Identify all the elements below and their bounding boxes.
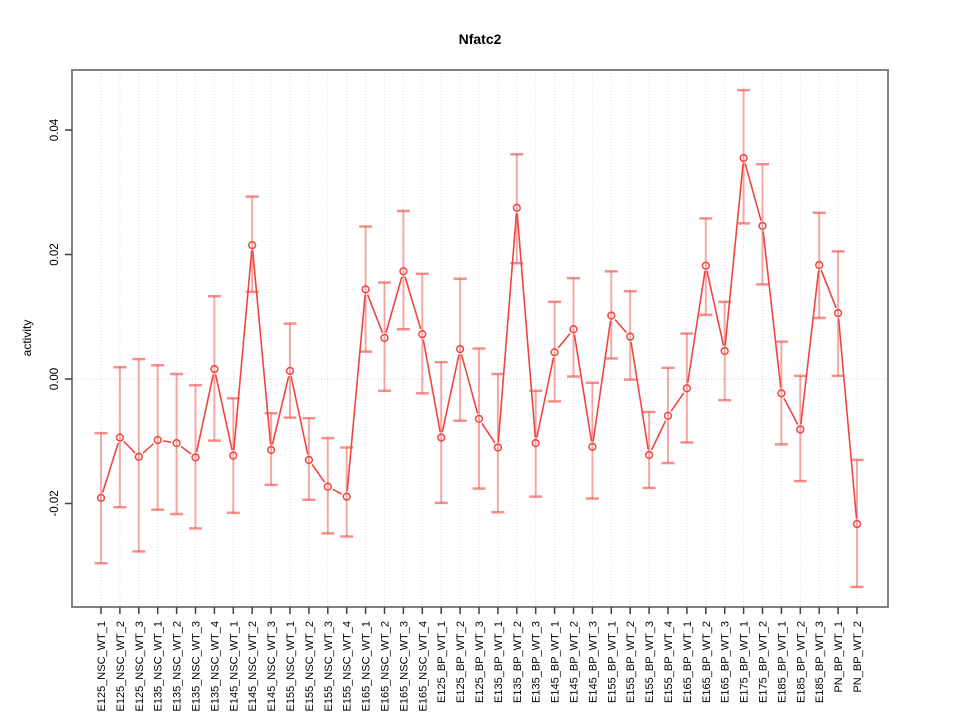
svg-text:E135_NSC_WT_1: E135_NSC_WT_1	[153, 621, 165, 712]
svg-text:E155_BP_WT_4: E155_BP_WT_4	[663, 621, 675, 703]
svg-text:E155_BP_WT_2: E155_BP_WT_2	[625, 621, 637, 703]
svg-text:E155_NSC_WT_3: E155_NSC_WT_3	[323, 621, 335, 712]
svg-text:E155_BP_WT_3: E155_BP_WT_3	[644, 621, 656, 703]
svg-text:E155_NSC_WT_1: E155_NSC_WT_1	[285, 621, 297, 712]
svg-text:E185_BP_WT_3: E185_BP_WT_3	[814, 621, 826, 703]
svg-text:E165_NSC_WT_3: E165_NSC_WT_3	[398, 621, 410, 712]
svg-text:E145_NSC_WT_1: E145_NSC_WT_1	[228, 621, 240, 712]
svg-text:E125_NSC_WT_2: E125_NSC_WT_2	[115, 621, 127, 712]
svg-text:E125_BP_WT_1: E125_BP_WT_1	[436, 621, 448, 703]
svg-text:E145_BP_WT_2: E145_BP_WT_2	[569, 621, 581, 703]
data-points	[96, 153, 862, 529]
error-bars	[94, 88, 864, 589]
x-gridlines	[100, 70, 858, 607]
svg-text:E165_BP_WT_2: E165_BP_WT_2	[701, 621, 713, 703]
chart-title: Nfatc2	[458, 31, 502, 47]
svg-text:E145_BP_WT_3: E145_BP_WT_3	[587, 621, 599, 703]
svg-text:E135_NSC_WT_2: E135_NSC_WT_2	[172, 621, 184, 712]
svg-text:E165_NSC_WT_4: E165_NSC_WT_4	[417, 621, 429, 712]
svg-text:E155_NSC_WT_2: E155_NSC_WT_2	[304, 621, 316, 712]
svg-text:E125_BP_WT_2: E125_BP_WT_2	[455, 621, 467, 703]
svg-text:E175_BP_WT_1: E175_BP_WT_1	[739, 621, 751, 703]
svg-text:E155_NSC_WT_4: E155_NSC_WT_4	[342, 621, 354, 712]
svg-text:E145_NSC_WT_2: E145_NSC_WT_2	[247, 621, 259, 712]
plot-frame	[71, 69, 889, 608]
svg-text:E135_BP_WT_3: E135_BP_WT_3	[531, 621, 543, 703]
y-tick-labels: -0.02 0.00 0.02 0.04	[49, 118, 61, 516]
x-tick-labels: E125_NSC_WT_1 E125_NSC_WT_2 E125_NSC_WT_3 E…	[96, 621, 864, 712]
svg-text:E135_BP_WT_2: E135_BP_WT_2	[512, 621, 524, 703]
svg-text:0.04: 0.04	[49, 118, 61, 141]
svg-text:E125_BP_WT_3: E125_BP_WT_3	[474, 621, 486, 703]
svg-text:E125_NSC_WT_3: E125_NSC_WT_3	[134, 621, 146, 712]
svg-text:PN_BP_WT_1: PN_BP_WT_1	[833, 621, 845, 693]
svg-text:E185_BP_WT_2: E185_BP_WT_2	[795, 621, 807, 703]
svg-text:0.00: 0.00	[49, 368, 61, 390]
svg-text:E125_NSC_WT_1: E125_NSC_WT_1	[96, 621, 108, 712]
svg-text:0.02: 0.02	[49, 243, 61, 265]
svg-text:E165_BP_WT_1: E165_BP_WT_1	[682, 621, 694, 703]
svg-text:E165_NSC_WT_2: E165_NSC_WT_2	[380, 621, 392, 712]
svg-text:E175_BP_WT_2: E175_BP_WT_2	[758, 621, 770, 703]
svg-text:E165_NSC_WT_1: E165_NSC_WT_1	[361, 621, 373, 712]
svg-text:E145_BP_WT_1: E145_BP_WT_1	[550, 621, 562, 703]
svg-text:E135_BP_WT_1: E135_BP_WT_1	[493, 621, 505, 703]
svg-text:E185_BP_WT_1: E185_BP_WT_1	[776, 621, 788, 703]
svg-text:E145_NSC_WT_3: E145_NSC_WT_3	[266, 621, 278, 712]
svg-text:-0.02: -0.02	[49, 490, 61, 516]
axis-ticks	[65, 129, 858, 614]
svg-text:E165_BP_WT_3: E165_BP_WT_3	[720, 621, 732, 703]
svg-text:PN_BP_WT_2: PN_BP_WT_2	[852, 621, 864, 693]
svg-text:E135_NSC_WT_3: E135_NSC_WT_3	[191, 621, 203, 712]
svg-text:E135_NSC_WT_4: E135_NSC_WT_4	[209, 621, 221, 712]
svg-text:E155_BP_WT_1: E155_BP_WT_1	[606, 621, 618, 703]
data-line	[101, 163, 858, 519]
